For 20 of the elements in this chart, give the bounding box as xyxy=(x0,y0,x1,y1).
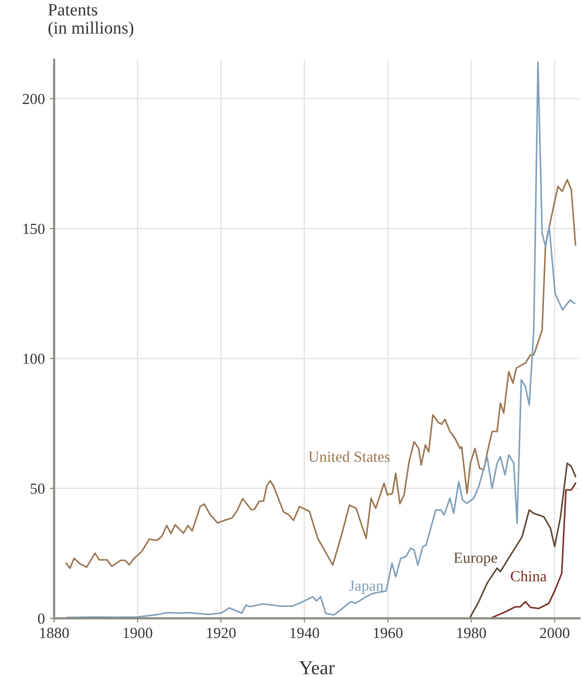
x-tick-label: 1980 xyxy=(457,628,486,638)
line-series xyxy=(65,178,576,569)
series-label: China xyxy=(510,570,547,582)
x-tick-label: 1920 xyxy=(207,628,236,638)
y-tick-label: 200 xyxy=(22,94,45,104)
x-axis-title: Year xyxy=(299,661,335,674)
y-tick-label: 100 xyxy=(24,354,45,364)
x-tick-label: 1960 xyxy=(374,628,402,638)
y-tick-label: 50 xyxy=(30,484,45,494)
series-label: United States xyxy=(308,451,390,462)
x-tick-label: 1940 xyxy=(290,628,320,638)
y-tick-label: 150 xyxy=(24,224,45,234)
y-axis-title: Patents (in millions) xyxy=(48,4,134,38)
x-tick-label: 1880 xyxy=(40,628,69,638)
line-series xyxy=(66,61,576,618)
x-tick-label: 1900 xyxy=(124,628,152,638)
y-tick-label: 0 xyxy=(38,613,45,624)
series-label: Japan xyxy=(349,580,384,594)
series-label: Europe xyxy=(454,552,498,566)
x-tick-label: 2000 xyxy=(540,628,570,638)
